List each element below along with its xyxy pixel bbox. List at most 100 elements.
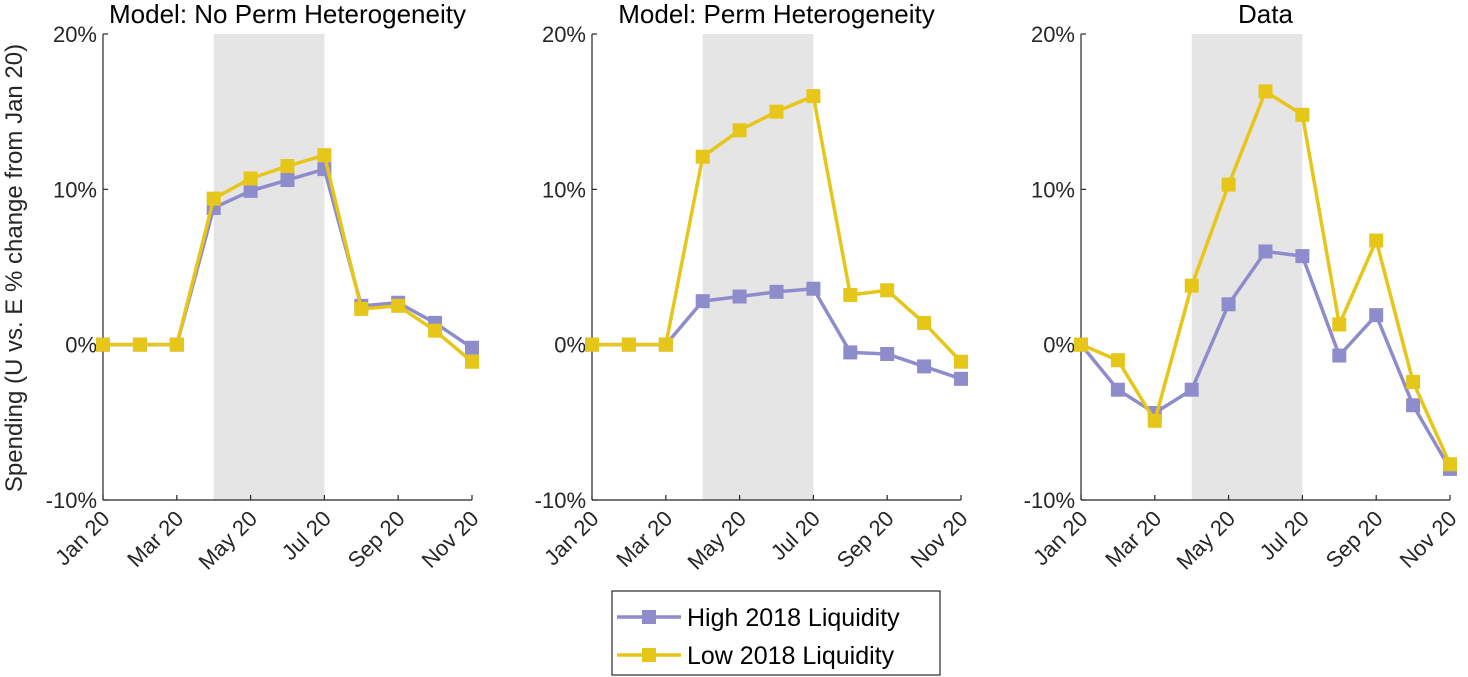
- legend-label-high: High 2018 Liquidity: [687, 604, 900, 632]
- data-point: [917, 315, 932, 330]
- legend: High 2018 Liquidity Low 2018 Liquidity: [611, 590, 941, 676]
- x-tick-label: Mar 20: [611, 506, 677, 572]
- data-point: [732, 123, 747, 138]
- y-tick-label: 0%: [65, 333, 97, 358]
- data-point: [1110, 353, 1125, 368]
- x-tick-label: Jan 20: [1028, 506, 1092, 570]
- data-point: [880, 346, 895, 361]
- data-point: [1184, 278, 1199, 293]
- data-point: [1221, 297, 1236, 312]
- data-point: [391, 298, 406, 313]
- x-tick-label: May 20: [193, 506, 262, 575]
- y-tick-label: -10%: [1024, 488, 1075, 513]
- data-point: [843, 287, 858, 302]
- x-tick-label: Nov 20: [417, 506, 484, 573]
- data-point: [1295, 249, 1310, 264]
- x-tick-label: Mar 20: [122, 506, 188, 572]
- data-point: [954, 371, 968, 386]
- data-point: [1369, 233, 1384, 248]
- x-tick-label: Jul 20: [277, 506, 336, 565]
- data-point: [621, 337, 636, 352]
- data-point: [917, 359, 932, 374]
- data-point: [1221, 177, 1236, 192]
- data-point: [280, 173, 295, 188]
- data-point: [1443, 457, 1457, 472]
- panel-2: -10% 0% 10% 20% Jan 20 Mar 20 May 20 Jul 20 Sep …: [535, 0, 973, 575]
- data-point: [880, 283, 895, 298]
- data-point: [1332, 317, 1347, 332]
- x-tick-label: Jul 20: [1255, 506, 1314, 565]
- shaded-period: [702, 34, 814, 500]
- data-point: [1406, 374, 1421, 389]
- panel-1: -10% 0% 10% 20% Jan 20 Mar 20 May 20 Jul 20 Sep …: [46, 0, 484, 575]
- y-tick-label: 20%: [1031, 22, 1075, 47]
- y-tick-label: 0%: [1043, 333, 1075, 358]
- data-point: [169, 337, 184, 352]
- panels: -10%0%10%20%Jan 20 Mar 20 May 20 Jul 20 Sep …: [46, 0, 1462, 575]
- y-tick-label: 10%: [53, 177, 97, 202]
- data-point: [206, 191, 221, 206]
- data-point: [843, 345, 858, 360]
- series-low: [585, 89, 968, 369]
- data-point: [769, 104, 784, 119]
- y-tick-label: 10%: [1031, 177, 1075, 202]
- legend-label-low: Low 2018 Liquidity: [687, 642, 895, 670]
- data-point: [428, 323, 443, 338]
- shaded-period: [213, 34, 325, 500]
- series-low: [96, 148, 479, 369]
- data-point: [1332, 348, 1347, 363]
- x-tick-label: Mar 20: [1100, 506, 1166, 572]
- y-tick-label: 0%: [554, 333, 586, 358]
- panel-title: Model: No Perm Heterogeneity: [109, 0, 466, 29]
- data-point: [806, 281, 821, 296]
- y-tick-label: 20%: [542, 22, 586, 47]
- y-tick-label: 20%: [53, 22, 97, 47]
- data-point: [1406, 398, 1421, 413]
- x-tick-label: Sep 20: [343, 506, 410, 573]
- x-tick-label: Sep 20: [832, 506, 899, 573]
- data-point: [243, 183, 258, 198]
- legend-item-low: Low 2018 Liquidity: [617, 642, 895, 670]
- data-point: [1369, 308, 1384, 323]
- legend-item-high: High 2018 Liquidity: [617, 604, 900, 632]
- data-point: [317, 148, 332, 163]
- shaded-period: [1191, 34, 1303, 500]
- x-tick-label: Jan 20: [50, 506, 114, 570]
- y-tick-label: -10%: [535, 488, 586, 513]
- x-tick-label: May 20: [682, 506, 751, 575]
- x-tick-label: Jan 20: [539, 506, 603, 570]
- legend-marker-low: [642, 648, 656, 662]
- data-point: [1110, 382, 1125, 397]
- panel-3: -10% 0% 10% 20% Jan 20 Mar 20 May 20 Jul 20 Sep …: [1024, 0, 1462, 575]
- x-tick-label: May 20: [1171, 506, 1240, 575]
- data-point: [1295, 107, 1310, 122]
- data-point: [132, 337, 147, 352]
- data-point: [1258, 84, 1273, 99]
- y-axis-label: Spending (U vs. E % change from Jan 20): [1, 44, 28, 492]
- data-point: [732, 289, 747, 304]
- data-point: [280, 159, 295, 174]
- x-tick-label: Nov 20: [1395, 506, 1462, 573]
- series-low: [1074, 84, 1457, 472]
- data-point: [695, 149, 710, 164]
- data-point: [658, 337, 673, 352]
- data-point: [465, 340, 479, 355]
- data-point: [1258, 244, 1273, 259]
- data-point: [1147, 413, 1162, 428]
- data-point: [465, 354, 479, 369]
- data-point: [585, 337, 599, 352]
- data-point: [354, 301, 369, 316]
- data-point: [954, 354, 968, 369]
- data-point: [1074, 337, 1088, 352]
- data-point: [96, 337, 110, 352]
- x-tick-label: Sep 20: [1321, 506, 1388, 573]
- legend-box: [611, 590, 941, 676]
- data-point: [695, 294, 710, 309]
- panel-title: Data: [1238, 0, 1293, 29]
- data-point: [1184, 382, 1199, 397]
- x-tick-label: Jul 20: [766, 506, 825, 565]
- y-tick-label: 10%: [542, 177, 586, 202]
- data-point: [243, 171, 258, 186]
- panel-title: Model: Perm Heterogeneity: [618, 0, 934, 29]
